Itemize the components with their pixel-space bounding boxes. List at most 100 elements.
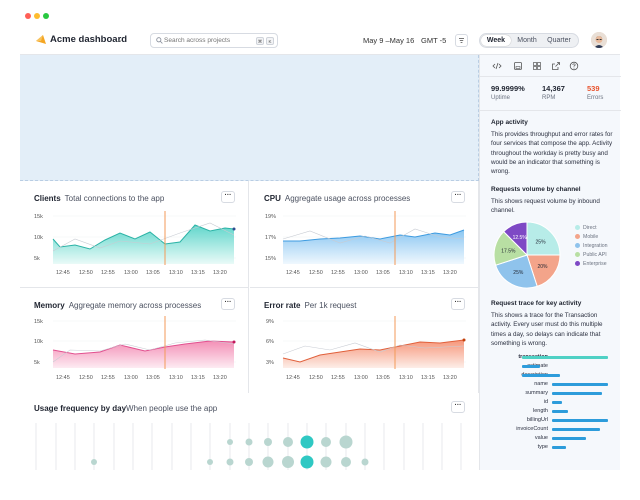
maximize-window-button[interactable]: [43, 13, 49, 19]
trace-body: This shows a trace for the Transaction a…: [491, 312, 603, 347]
trace-title: Request trace for key activity: [491, 300, 582, 307]
error-rate-card: Error rate Per 1k request ··· 9% 6% 3% 12…: [250, 288, 479, 395]
stat-label: Uptime: [491, 95, 511, 101]
period-quarter-tab[interactable]: Quarter: [547, 37, 571, 44]
usage-more-button[interactable]: ···: [451, 401, 465, 413]
avatar-image: [591, 32, 607, 48]
user-avatar[interactable]: [591, 32, 607, 48]
trace-bar: [552, 392, 602, 395]
x-tick-label: 13:05: [376, 270, 390, 276]
error-subtitle: Per 1k request: [304, 301, 357, 310]
chevron-down-icon[interactable]: ⌄: [117, 37, 123, 44]
search-box[interactable]: ⌘ K: [150, 33, 278, 48]
x-tick-label: 13:15: [421, 375, 435, 381]
trace-bar: [552, 419, 608, 422]
pie-slice-label: 20%: [537, 264, 548, 270]
cpu-more-button[interactable]: ···: [451, 191, 465, 203]
search-icon: [156, 37, 163, 44]
legend-public-api: Public API: [575, 252, 607, 258]
period-week-tab[interactable]: Week: [481, 35, 511, 46]
pie-slice-label: 25%: [536, 239, 547, 245]
cpu-card: CPU Aggregate usage across processes ··· …: [250, 181, 479, 288]
pie-slice-mobile[interactable]: [526, 254, 561, 288]
legend-integration: Integration: [575, 243, 608, 249]
filter-icon: [459, 38, 464, 43]
external-link-icon[interactable]: [551, 61, 561, 71]
x-tick-label: 12:55: [101, 375, 115, 381]
memory-title: Memory: [34, 301, 65, 310]
x-tick-label: 13:05: [146, 270, 160, 276]
x-tick-label: 12:55: [331, 270, 345, 276]
error-rate-chart: 9% 6% 3% 12:45 12:50 12:55 13:00 13:05 1…: [266, 316, 466, 381]
channel-pie-chart: 25% 20% 25% 17.5% 12.5%: [493, 221, 561, 289]
search-input[interactable]: [164, 35, 254, 46]
minimize-window-button[interactable]: [34, 13, 40, 19]
trace-row: estimate: [480, 363, 621, 371]
period-month-tab[interactable]: Month: [517, 37, 537, 44]
clients-more-button[interactable]: ···: [221, 191, 235, 203]
x-tick-label: 12:50: [79, 270, 93, 276]
window-titlebar: [0, 0, 640, 28]
timezone[interactable]: GMT -5: [421, 36, 447, 45]
grid-icon[interactable]: [532, 61, 542, 71]
main-chart-placeholder: [20, 55, 479, 181]
date-range[interactable]: May 9 –May 16: [363, 36, 415, 45]
close-window-button[interactable]: [25, 13, 31, 19]
page-bottom: [0, 470, 640, 500]
channel-body: This shows request volume by inbound cha…: [491, 198, 600, 215]
code-icon[interactable]: [492, 61, 502, 71]
app-header: Acme dashboard ⌄ ⌘ K May 9 –May 16 GMT -…: [20, 28, 620, 54]
uptime-stat: 99.9999% Uptime: [491, 84, 525, 101]
x-tick-label: 13:10: [399, 270, 413, 276]
card-title: Memory Aggregate memory across processes: [34, 301, 201, 310]
y-tick-label: 15k: [34, 319, 43, 325]
clients-subtitle: Total connections to the app: [64, 194, 165, 203]
trace-label: id: [543, 399, 548, 405]
x-tick-label: 13:10: [169, 375, 183, 381]
pie-slice-label: 25%: [513, 270, 524, 276]
y-tick-label: 19%: [265, 214, 276, 220]
x-tick-label: 13:05: [376, 375, 390, 381]
trace-bar: [522, 374, 560, 377]
legend-label: Mobile: [583, 234, 599, 240]
x-tick-label: 13:00: [354, 375, 368, 381]
trace-label: billingUrl: [526, 417, 548, 423]
legend-label: Direct: [583, 225, 597, 231]
x-tick-label: 12:45: [286, 270, 300, 276]
error-title: Error rate: [264, 301, 301, 310]
card-title: Usage frequency by dayWhen people use th…: [34, 404, 217, 413]
x-tick-label: 13:15: [191, 375, 205, 381]
legend-label: Public API: [583, 252, 607, 258]
legend-mobile: Mobile: [575, 234, 598, 240]
x-tick-label: 12:45: [56, 375, 70, 381]
save-icon[interactable]: [513, 61, 523, 71]
trace-label: name: [534, 381, 548, 387]
y-tick-label: 3%: [266, 360, 274, 366]
x-tick-label: 12:50: [309, 270, 323, 276]
trace-row: name: [480, 381, 621, 389]
error-more-button[interactable]: ···: [451, 298, 465, 310]
stat-value: 539: [587, 84, 600, 93]
trace-bar: [552, 428, 600, 431]
pie-slice-enterprise[interactable]: [502, 221, 528, 257]
filter-button[interactable]: [455, 34, 468, 47]
x-tick-label: 12:55: [331, 375, 345, 381]
channel-title: Requests volume by channel: [491, 186, 581, 193]
cpu-chart: 19% 17% 15% 12:45 12:50 12:55 13:00 13:0…: [265, 211, 466, 276]
app-title[interactable]: Acme dashboard: [50, 34, 128, 45]
x-tick-label: 13:00: [354, 270, 368, 276]
pie-slice-label: 12.5%: [513, 235, 528, 241]
x-tick-label: 13:15: [191, 270, 205, 276]
help-icon[interactable]: [569, 61, 579, 71]
usage-title: Usage frequency by day: [34, 404, 127, 413]
clients-title: Clients: [34, 194, 61, 203]
pie-slice-direct[interactable]: [526, 221, 561, 256]
y-tick-label: 5k: [34, 360, 40, 366]
pie-slice-integration[interactable]: [494, 254, 538, 289]
sidebar-toolbar: [480, 55, 621, 77]
stats-row: 99.9999% Uptime 14,367 RPM 539 Errors: [480, 77, 621, 111]
rpm-stat: 14,367 RPM: [542, 84, 565, 101]
card-title: CPU Aggregate usage across processes: [264, 194, 410, 203]
memory-more-button[interactable]: ···: [221, 298, 235, 310]
trace-label: invoiceCount: [516, 426, 548, 432]
